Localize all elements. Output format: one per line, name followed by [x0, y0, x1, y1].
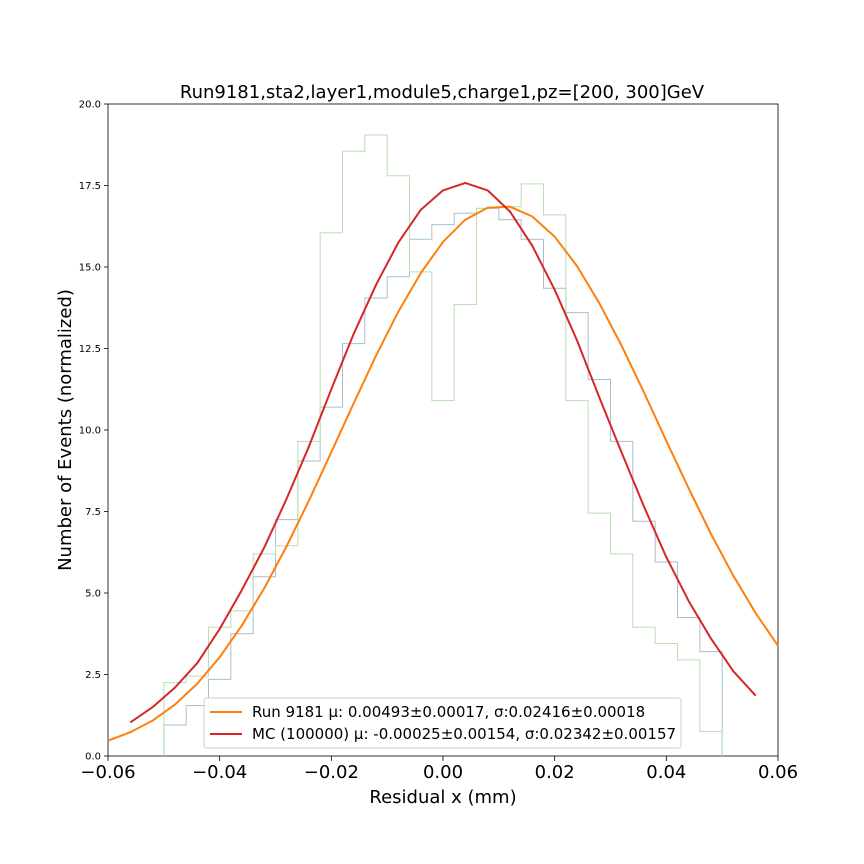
histogram-0 [163, 207, 723, 756]
y-tick-label: 5.0 [85, 589, 101, 600]
chart-title: Run9181,sta2,layer1,module5,charge1,pz=[… [180, 82, 705, 103]
plot-area [107, 103, 779, 757]
y-tick-label: 2.5 [85, 670, 101, 681]
legend-label-mc: MC (100000) μ: -0.00025±0.00154, σ:0.023… [252, 725, 676, 743]
fit-curves-layer [107, 181, 779, 742]
x-axis-label: Residual x (mm) [369, 787, 516, 808]
x-tick-label: −0.04 [192, 762, 247, 783]
x-tick-label: −0.02 [304, 762, 359, 783]
y-tick-label: 20.0 [79, 100, 101, 111]
y-tick-label: 15.0 [79, 263, 101, 274]
y-tick-label: 0.0 [85, 752, 101, 763]
y-tick-label: 10.0 [79, 426, 101, 437]
series-line-1 [129, 181, 757, 724]
x-tick-label: 0.04 [646, 762, 686, 783]
y-tick-label: 12.5 [79, 344, 101, 355]
histogram-layer [163, 134, 723, 756]
y-tick-label: 17.5 [79, 181, 101, 192]
x-tick-label: −0.06 [80, 762, 135, 783]
legend: Run 9181 μ: 0.00493±0.00017, σ:0.02416±0… [203, 697, 682, 749]
y-axis-label: Number of Events (normalized) [55, 289, 76, 571]
y-axis-ticks: 0.0 2.5 5.0 7.5 10.0 12.5 15.0 17.5 20.0 [79, 100, 108, 763]
y-tick-label: 7.5 [85, 507, 101, 518]
legend-box [203, 697, 682, 749]
series-line-0 [107, 205, 779, 742]
x-tick-label: 0.06 [758, 762, 798, 783]
x-tick-label: 0.00 [423, 762, 463, 783]
legend-label-run: Run 9181 μ: 0.00493±0.00017, σ:0.02416±0… [252, 703, 645, 721]
histogram-1 [163, 134, 723, 756]
x-axis-ticks: −0.06 −0.04 −0.02 0.00 0.02 0.04 0.06 [80, 756, 798, 783]
x-tick-label: 0.02 [535, 762, 575, 783]
